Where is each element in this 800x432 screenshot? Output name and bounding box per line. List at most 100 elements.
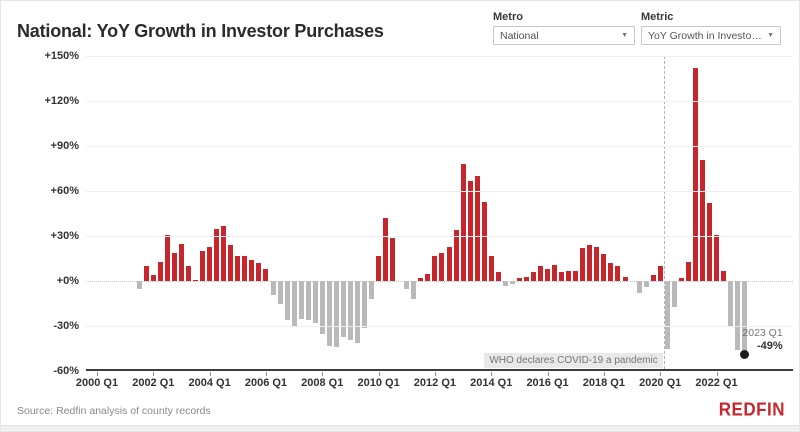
bar-2015-Q2[interactable] <box>523 276 529 281</box>
bar-2021-Q3[interactable] <box>699 159 705 281</box>
redfin-logo: REDFIN <box>718 399 785 420</box>
bar-2008-Q3[interactable] <box>333 281 339 347</box>
bar-2022-Q3[interactable] <box>728 281 734 326</box>
bar-2009-Q1[interactable] <box>347 281 353 340</box>
bar-2007-Q1[interactable] <box>291 281 297 326</box>
bar-2007-Q2[interactable] <box>298 281 304 319</box>
metric-dropdown[interactable]: YoY Growth in Investor Purchas... ▼ <box>641 26 781 45</box>
bar-2011-Q1[interactable] <box>404 281 410 289</box>
bar-2017-Q2[interactable] <box>580 248 586 281</box>
bar-2003-Q4[interactable] <box>200 251 206 281</box>
chevron-down-icon: ▼ <box>767 32 774 39</box>
bar-2012-Q2[interactable] <box>439 252 445 281</box>
bar-2003-Q3[interactable] <box>193 279 199 281</box>
bar-2006-Q2[interactable] <box>270 281 276 295</box>
bar-2018-Q2[interactable] <box>608 263 614 281</box>
bar-2003-Q2[interactable] <box>186 266 192 281</box>
bar-2020-Q4[interactable] <box>678 278 684 281</box>
metro-dropdown[interactable]: National ▼ <box>493 26 635 45</box>
bar-2008-Q4[interactable] <box>340 281 346 337</box>
bar-2014-Q2[interactable] <box>495 272 501 281</box>
bar-2020-Q2[interactable] <box>664 281 670 349</box>
bar-2019-Q3[interactable] <box>643 281 649 287</box>
bar-2010-Q2[interactable] <box>383 218 389 281</box>
bar-2016-Q2[interactable] <box>552 264 558 281</box>
bar-2001-Q4[interactable] <box>143 266 149 281</box>
bar-2005-Q4[interactable] <box>256 263 262 281</box>
bar-2012-Q3[interactable] <box>446 246 452 281</box>
bar-2013-Q2[interactable] <box>467 180 473 281</box>
bar-2019-Q2[interactable] <box>636 281 642 293</box>
gridline-30 <box>86 236 793 237</box>
bar-2015-Q1[interactable] <box>516 278 522 281</box>
bar-2002-Q4[interactable] <box>171 252 177 281</box>
bar-2020-Q1[interactable] <box>657 266 663 281</box>
bar-2017-Q1[interactable] <box>573 270 579 281</box>
bar-2021-Q1[interactable] <box>685 261 691 281</box>
bar-2015-Q3[interactable] <box>530 272 536 281</box>
bar-2012-Q1[interactable] <box>432 255 438 281</box>
bar-2011-Q2[interactable] <box>411 281 417 299</box>
bar-2009-Q2[interactable] <box>354 281 360 343</box>
bar-2017-Q3[interactable] <box>587 245 593 281</box>
bar-2016-Q3[interactable] <box>559 272 565 281</box>
bar-2005-Q1[interactable] <box>235 255 241 281</box>
bar-2018-Q1[interactable] <box>601 254 607 281</box>
bar-2016-Q1[interactable] <box>545 269 551 281</box>
bar-2006-Q3[interactable] <box>277 281 283 304</box>
bar-2022-Q4[interactable] <box>735 281 741 350</box>
bar-2006-Q4[interactable] <box>284 281 290 320</box>
bar-2014-Q1[interactable] <box>488 255 494 281</box>
bar-2006-Q1[interactable] <box>263 269 269 281</box>
bar-2013-Q3[interactable] <box>474 176 480 281</box>
bar-2018-Q4[interactable] <box>622 276 628 281</box>
bar-2017-Q4[interactable] <box>594 246 600 281</box>
bar-2009-Q3[interactable] <box>362 281 368 328</box>
bar-2003-Q1[interactable] <box>178 243 184 281</box>
bar-2004-Q2[interactable] <box>214 228 220 281</box>
bar-2002-Q3[interactable] <box>164 234 170 281</box>
x-axis-tick <box>603 372 605 376</box>
bar-2015-Q4[interactable] <box>538 266 544 281</box>
bar-2022-Q1[interactable] <box>714 234 720 281</box>
bar-2004-Q4[interactable] <box>228 245 234 281</box>
bar-2012-Q4[interactable] <box>453 230 459 281</box>
bar-2011-Q4[interactable] <box>425 273 431 281</box>
bar-2007-Q3[interactable] <box>305 281 311 320</box>
bar-2008-Q2[interactable] <box>326 281 332 346</box>
gridline-90 <box>86 146 793 147</box>
bar-2007-Q4[interactable] <box>312 281 318 323</box>
bar-2004-Q3[interactable] <box>221 225 227 281</box>
bar-2023-Q1[interactable] <box>742 281 748 355</box>
bar-2021-Q2[interactable] <box>692 68 698 281</box>
bar-2004-Q1[interactable] <box>207 246 213 281</box>
x-axis-tick <box>97 372 98 376</box>
gridline-0 <box>86 281 793 282</box>
metric-filter: Metric YoY Growth in Investor Purchas...… <box>641 11 781 45</box>
metro-dropdown-value: National <box>500 29 539 42</box>
bar-2002-Q2[interactable] <box>157 261 163 281</box>
bar-2002-Q1[interactable] <box>150 275 156 281</box>
bar-2014-Q4[interactable] <box>509 281 515 284</box>
last-point-quarter: 2023 Q1 <box>742 326 783 339</box>
bar-2019-Q4[interactable] <box>650 275 656 281</box>
source-note: Source: Redfin analysis of county record… <box>17 405 211 417</box>
bar-2010-Q1[interactable] <box>376 255 382 281</box>
bar-2011-Q3[interactable] <box>418 278 424 281</box>
bar-2005-Q3[interactable] <box>249 260 255 281</box>
bar-2013-Q4[interactable] <box>481 201 487 281</box>
bar-2001-Q3[interactable] <box>136 281 142 289</box>
bar-2022-Q2[interactable] <box>721 270 727 281</box>
bar-2008-Q1[interactable] <box>319 281 325 334</box>
bar-2018-Q3[interactable] <box>615 266 621 281</box>
bar-2013-Q1[interactable] <box>460 164 466 281</box>
bar-2016-Q4[interactable] <box>566 270 572 281</box>
metric-filter-label: Metric <box>641 11 674 23</box>
bar-2005-Q2[interactable] <box>242 255 248 281</box>
bar-2020-Q3[interactable] <box>671 281 677 307</box>
bar-2009-Q4[interactable] <box>369 281 375 299</box>
bar-2014-Q3[interactable] <box>502 281 508 286</box>
bar-2021-Q4[interactable] <box>706 203 712 281</box>
bar-2010-Q3[interactable] <box>390 237 396 281</box>
last-point-dot[interactable] <box>740 350 750 359</box>
